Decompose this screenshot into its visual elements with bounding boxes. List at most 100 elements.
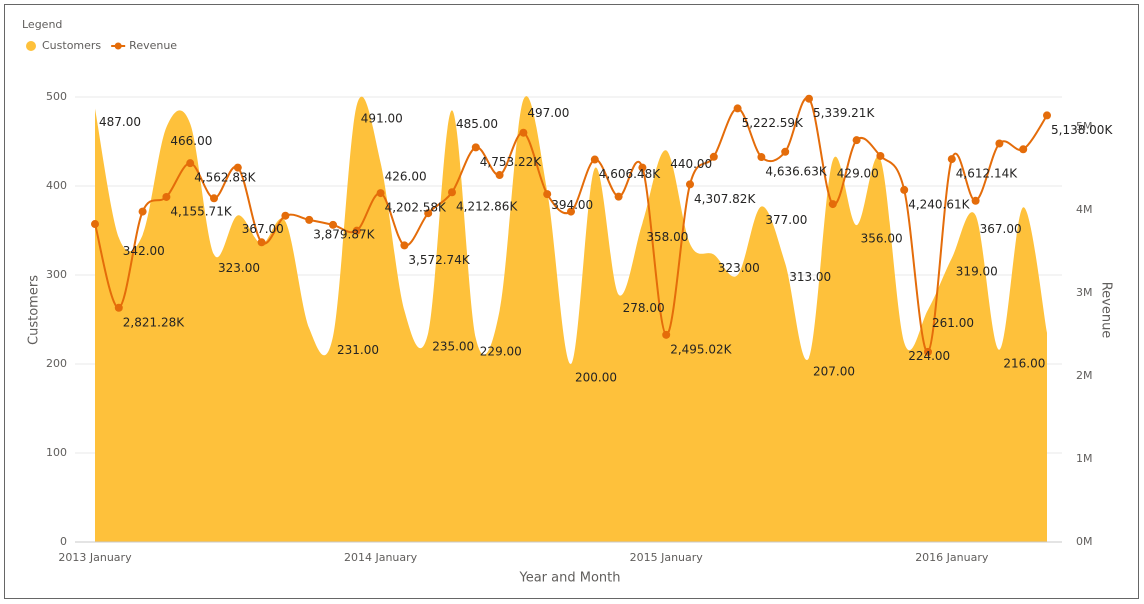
revenue-point: [805, 94, 813, 103]
data-label: 485.00: [456, 117, 498, 131]
y2-tick-label: 3M: [1076, 286, 1093, 299]
revenue-point: [1043, 111, 1051, 120]
y2-tick-label: 2M: [1076, 369, 1093, 382]
revenue-point: [210, 194, 218, 203]
revenue-point: [781, 147, 790, 156]
revenue-point: [733, 104, 742, 113]
revenue-point: [114, 303, 123, 312]
y2-tick-label: 1M: [1076, 452, 1093, 465]
legend-label: Revenue: [129, 39, 177, 52]
data-label: 440.00: [670, 157, 712, 171]
revenue-point: [995, 139, 1004, 148]
data-label: 224.00: [908, 349, 950, 363]
revenue-point: [709, 152, 718, 161]
data-label: 487.00: [99, 115, 141, 129]
data-label: 4,212.86K: [456, 200, 518, 214]
revenue-point: [281, 211, 290, 220]
revenue-point: [686, 180, 694, 189]
revenue-point: [1019, 145, 1028, 154]
revenue-point: [91, 220, 99, 229]
data-label: 358.00: [646, 230, 688, 244]
data-label: 235.00: [432, 339, 474, 353]
data-label: 229.00: [480, 345, 522, 359]
data-label: 2,495.02K: [670, 342, 732, 356]
data-label: 5,138.00K: [1051, 123, 1113, 137]
revenue-point: [828, 200, 837, 209]
data-label: 231.00: [337, 343, 379, 357]
revenue-point: [186, 159, 195, 168]
x-tick-label: 2014 January: [344, 551, 418, 564]
data-label: 367.00: [242, 222, 284, 236]
revenue-point: [876, 151, 885, 160]
data-label: 5,339.21K: [813, 106, 875, 120]
data-label: 278.00: [623, 301, 665, 315]
legend-marker: [26, 41, 36, 51]
y-axis-title: Customers: [27, 275, 42, 345]
data-label: 4,202.58K: [385, 201, 447, 215]
y-tick-label: 400: [46, 179, 67, 192]
revenue-point: [471, 143, 480, 152]
revenue-point: [543, 190, 552, 199]
data-label: 261.00: [932, 316, 974, 330]
y2-axis-title: Revenue: [1099, 282, 1114, 339]
y-tick-label: 0: [60, 535, 67, 548]
data-label: 491.00: [361, 112, 403, 126]
data-label: 4,307.82K: [694, 192, 756, 206]
data-label: 3,572.74K: [408, 253, 470, 267]
data-label: 429.00: [837, 167, 879, 181]
revenue-point: [376, 189, 385, 198]
data-label: 4,562.83K: [194, 171, 256, 185]
data-label: 4,155.71K: [170, 204, 232, 218]
data-label: 4,240.61K: [908, 197, 970, 211]
revenue-line: [94, 96, 1048, 353]
data-label: 4,753.22K: [480, 155, 542, 169]
data-label: 216.00: [1003, 356, 1045, 370]
data-label: 367.00: [980, 222, 1022, 236]
data-label: 356.00: [861, 232, 903, 246]
y-tick-label: 300: [46, 268, 67, 281]
x-tick-label: 2013 January: [58, 551, 132, 564]
revenue-point: [924, 347, 932, 356]
y-tick-label: 200: [46, 357, 67, 370]
data-label: 4,606.48K: [599, 167, 661, 181]
revenue-point: [852, 136, 861, 145]
data-label: 5,222.59K: [742, 116, 804, 130]
revenue-point: [614, 192, 623, 201]
revenue-point: [400, 241, 409, 250]
data-label: 207.00: [813, 364, 855, 378]
y2-tick-label: 4M: [1076, 203, 1093, 216]
revenue-point: [947, 155, 956, 164]
data-label: 4,612.14K: [956, 167, 1018, 181]
revenue-point: [257, 238, 266, 247]
revenue-point: [329, 220, 337, 229]
data-label: 394.00: [551, 198, 593, 212]
revenue-point: [900, 185, 909, 194]
data-label: 426.00: [385, 169, 427, 183]
y-tick-label: 100: [46, 446, 67, 459]
y2-tick-label: 5M: [1076, 120, 1093, 133]
legend-marker: [114, 42, 122, 50]
revenue-point: [233, 163, 242, 172]
data-label: 323.00: [218, 261, 260, 275]
x-tick-label: 2016 January: [915, 551, 989, 564]
revenue-point: [519, 128, 528, 137]
legend-title: Legend: [22, 18, 62, 31]
legend-label: Customers: [42, 39, 101, 52]
data-label: 466.00: [170, 134, 212, 148]
x-tick-label: 2015 January: [630, 551, 704, 564]
data-label: 4,636.63K: [765, 165, 827, 179]
x-axis-title: Year and Month: [519, 571, 621, 586]
revenue-point: [757, 153, 766, 162]
data-label: 377.00: [765, 213, 807, 227]
data-label: 323.00: [718, 261, 760, 275]
data-label: 3,879.87K: [313, 227, 375, 241]
y-tick-label: 500: [46, 90, 67, 103]
data-label: 313.00: [789, 270, 831, 284]
revenue-point: [138, 207, 147, 216]
revenue-point: [352, 226, 361, 235]
revenue-point: [638, 163, 647, 172]
data-label: 2,821.28K: [123, 315, 185, 329]
y2-tick-label: 0M: [1076, 535, 1093, 548]
